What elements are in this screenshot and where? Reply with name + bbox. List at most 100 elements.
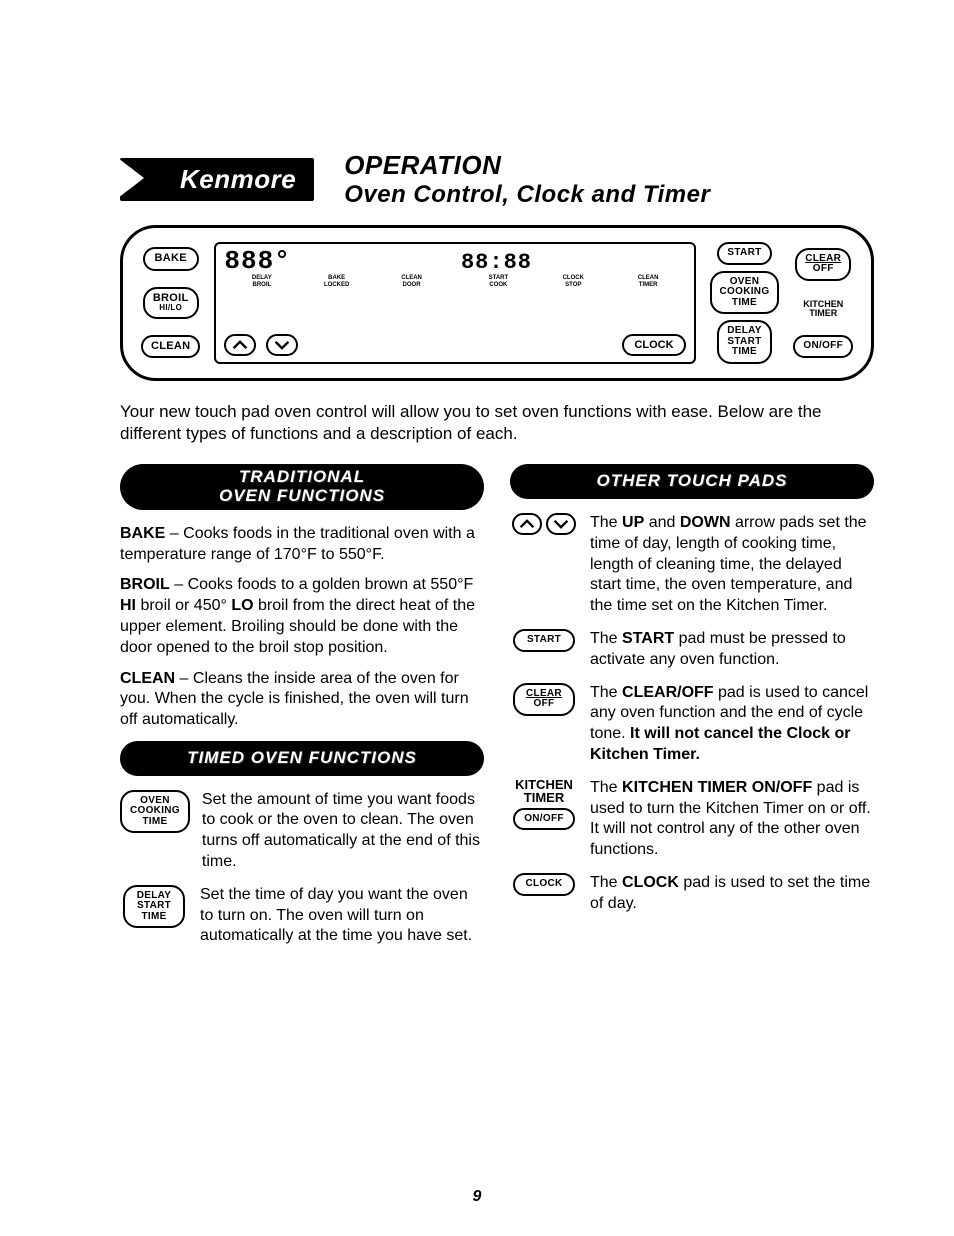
bake-entry: BAKE – Cooks foods in the traditional ov… <box>120 524 484 566</box>
co-l2: OFF <box>534 699 555 710</box>
oct-row: OVEN COOKING TIME Set the amount of time… <box>120 790 484 873</box>
ind-timer: TIMER <box>611 282 686 288</box>
clock-row: CLOCK The CLOCK pad is used to set the t… <box>510 873 874 915</box>
broil-lead: BROIL <box>120 576 170 593</box>
oven-cooking-time-pad: OVEN COOKING TIME <box>710 271 780 315</box>
arrows-desc: The UP and DOWN arrow pads set the time … <box>590 513 874 617</box>
ind-locked: LOCKED <box>299 282 374 288</box>
hdr-trad-l2: OVEN FUNCTIONS <box>130 487 474 506</box>
up-icon <box>512 513 542 535</box>
clock-pad: CLOCK <box>622 334 685 356</box>
dst-l3: TIME <box>732 347 757 358</box>
hdr-other: OTHER TOUCH PADS <box>510 464 874 499</box>
clean-pad: CLEAN <box>141 335 200 359</box>
kt-l2: TIMER <box>803 309 843 318</box>
page-number: 9 <box>0 1188 954 1206</box>
broil-t2: broil or 450° <box>136 597 231 614</box>
display-area: 888° DELAY BAKE CLEAN BROIL LOCKED DOOR … <box>214 242 695 364</box>
clearoff-row: CLEAR OFF The CLEAR/OFF pad is used to c… <box>510 683 874 766</box>
broil-lo: LO <box>231 597 253 614</box>
ind-stop: STOP <box>536 282 611 288</box>
kt-toplabel: KITCHEN TIMER <box>515 778 573 804</box>
start-pad: START <box>717 242 771 265</box>
broil-t1: – Cooks foods to a golden brown at 550°F <box>170 576 473 593</box>
segment-left: 888° <box>224 248 449 274</box>
ind-broil: BROIL <box>224 282 299 288</box>
bake-lead: BAKE <box>120 525 165 542</box>
kt-t2: TIMER <box>515 791 573 804</box>
dst-desc: Set the time of day you want the oven to… <box>200 885 484 947</box>
down-icon <box>546 513 576 535</box>
clean-lead: CLEAN <box>120 670 175 687</box>
start-desc: The START pad must be pressed to activat… <box>590 629 874 671</box>
title-subtitle: Oven Control, Clock and Timer <box>344 181 874 209</box>
ck-t1: The <box>590 874 622 891</box>
panel-col-right: CLEAR OFF KITCHEN TIMER ON/OFF <box>793 242 853 364</box>
ind-clean: CLEAN <box>374 275 449 281</box>
delay-start-time-pad: DELAY START TIME <box>717 320 771 364</box>
chevron-up-icon <box>519 519 535 529</box>
co-t1: The <box>590 684 622 701</box>
clearoff-desc: The CLEAR/OFF pad is used to cancel any … <box>590 683 874 766</box>
st-b: START <box>622 630 674 647</box>
dst-row: DELAY START TIME Set the time of day you… <box>120 885 484 947</box>
bake-text: – Cooks foods in the traditional oven wi… <box>120 525 475 563</box>
co-b2: It will not cancel the Clock or Kitchen … <box>590 725 851 763</box>
intro-text: Your new touch pad oven control will all… <box>120 401 874 447</box>
clock-icon: CLOCK <box>513 873 575 896</box>
start-row: START The START pad must be pressed to a… <box>510 629 874 671</box>
hdr-timed: TIMED OVEN FUNCTIONS <box>120 741 484 776</box>
hdr-trad-l1: TRADITIONAL <box>130 468 474 487</box>
chevron-down-icon <box>274 340 290 350</box>
clearoff-icon: CLEAR OFF <box>513 683 575 716</box>
arr-up: UP <box>622 514 644 531</box>
kt-desc: The KITCHEN TIMER ON/OFF pad is used to … <box>590 778 874 861</box>
arr-t2: and <box>644 514 680 531</box>
oct-i3: TIME <box>142 817 167 828</box>
ktd-b: KITCHEN TIMER ON/OFF <box>622 779 812 796</box>
ind-start: START <box>461 275 536 281</box>
arr-down: DOWN <box>680 514 731 531</box>
header: Kenmore OPERATION Oven Control, Clock an… <box>120 150 874 209</box>
clear-l2: OFF <box>813 264 834 275</box>
co-b: CLEAR/OFF <box>622 684 714 701</box>
ind-door: DOOR <box>374 282 449 288</box>
chevron-down-icon <box>553 519 569 529</box>
ind-clean2: CLEAN <box>611 275 686 281</box>
kitchen-timer-label: KITCHEN TIMER <box>803 300 843 319</box>
left-column: TRADITIONAL OVEN FUNCTIONS BAKE – Cooks … <box>120 464 484 959</box>
onoff-icon: ON/OFF <box>513 808 575 831</box>
segment-right: 88:88 <box>461 252 686 274</box>
panel-col-mid: START OVEN COOKING TIME DELAY START TIME <box>710 242 780 364</box>
dst-i3: TIME <box>141 912 166 923</box>
title-block: OPERATION Oven Control, Clock and Timer <box>344 150 874 209</box>
kt-t1: KITCHEN <box>515 778 573 791</box>
panel-col-left: BAKE BROIL HI/LO CLEAN <box>141 242 200 364</box>
bake-pad: BAKE <box>143 247 199 271</box>
oct-l2: COOKING <box>720 287 770 298</box>
title-operation: OPERATION <box>344 150 874 181</box>
ind-cook: COOK <box>461 282 536 288</box>
arrows-row: The UP and DOWN arrow pads set the time … <box>510 513 874 617</box>
up-arrow-pad <box>224 334 256 356</box>
st-t1: The <box>590 630 622 647</box>
clean-entry: CLEAN – Cleans the inside area of the ov… <box>120 669 484 731</box>
clock-desc: The CLOCK pad is used to set the time of… <box>590 873 874 915</box>
oct-l3: TIME <box>732 298 757 309</box>
ind-bake: BAKE <box>299 275 374 281</box>
broil-entry: BROIL – Cooks foods to a golden brown at… <box>120 575 484 658</box>
down-arrow-pad <box>266 334 298 356</box>
ind-clock: CLOCK <box>536 275 611 281</box>
control-panel: BAKE BROIL HI/LO CLEAN 888° DELAY BAKE C… <box>120 225 874 381</box>
clear-off-pad: CLEAR OFF <box>795 248 851 281</box>
right-column: OTHER TOUCH PADS The UP and DOWN arrow p… <box>510 464 874 959</box>
brand-logo: Kenmore <box>120 158 314 201</box>
dst-l1: DELAY <box>727 326 761 337</box>
ktd-t1: The <box>590 779 622 796</box>
oct-desc: Set the amount of time you want foods to… <box>202 790 484 873</box>
broil-sublabel: HI/LO <box>159 304 182 312</box>
hdr-traditional: TRADITIONAL OVEN FUNCTIONS <box>120 464 484 509</box>
ind-delay: DELAY <box>224 275 299 281</box>
arr-t1: The <box>590 514 622 531</box>
dst-icon: DELAY START TIME <box>123 885 185 929</box>
